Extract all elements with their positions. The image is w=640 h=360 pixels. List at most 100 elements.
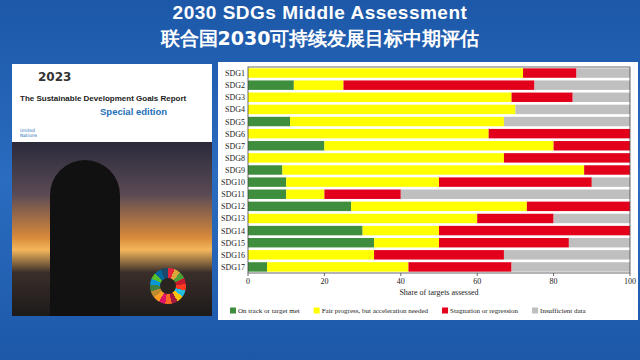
category-label: SDG12	[221, 202, 245, 211]
category-label: SDG16	[221, 251, 245, 260]
slide-title: 2030 SDGs Middle Assessment	[0, 2, 640, 24]
x-tick	[248, 273, 249, 276]
x-tick-label: 40	[397, 277, 405, 286]
legend-label: Insufficient data	[540, 307, 586, 315]
category-label: SDG3	[225, 93, 245, 102]
category-label: SDG4	[225, 105, 245, 114]
bar-segment	[282, 165, 584, 174]
bar-segment	[523, 68, 576, 77]
category-label: SDG8	[225, 154, 245, 163]
bar-segment	[324, 141, 553, 150]
category-label: SDG6	[225, 130, 245, 139]
bars	[248, 68, 630, 271]
slide-subtitle: 联合国2030可持续发展目标中期评估	[0, 26, 640, 52]
category-label: SDG13	[221, 214, 245, 223]
x-tick-label: 80	[550, 277, 558, 286]
category-label: SDG5	[225, 118, 245, 127]
category-label: SDG14	[221, 227, 245, 236]
report-cover: 2023 The Sustainable Development Goals R…	[12, 64, 212, 316]
bar-segment	[363, 226, 439, 235]
bar-segment	[248, 190, 286, 199]
x-tick-label: 100	[624, 277, 636, 286]
bar-segment	[248, 129, 489, 138]
legend-label: Fair progress, but acceleration needed	[322, 307, 429, 315]
bar-segment	[535, 80, 631, 89]
bar-segment	[248, 202, 351, 211]
x-tick	[324, 273, 325, 276]
bar-segment	[527, 202, 630, 211]
bar-segment	[248, 93, 512, 102]
x-tick-label: 20	[320, 277, 328, 286]
cover-title: The Sustainable Development Goals Report	[20, 94, 186, 103]
bar-segment	[512, 262, 630, 271]
legend-label: On track or target met	[238, 307, 300, 315]
legend-swatch	[532, 308, 538, 314]
x-tick	[553, 273, 554, 276]
chart: SDG1 SDG2 SDG3 SDG4 SDG5 SDG6 SDG7 SDG8 SDG9 SDG1…	[0, 0, 640, 360]
legend-label: Stagnation or regression	[450, 307, 519, 315]
bar-segment	[248, 141, 324, 150]
bar-segment	[554, 214, 630, 223]
bar-segment	[248, 105, 515, 114]
x-tick-label: 0	[246, 277, 250, 286]
bar-segment	[374, 238, 439, 247]
bar-segment	[489, 129, 630, 138]
bar-segment	[248, 165, 282, 174]
x-axis-title: Share of targets assessed	[399, 288, 478, 297]
plot-frame	[248, 67, 630, 273]
legend-swatch	[442, 308, 448, 314]
cover-year: 2023	[38, 70, 71, 84]
bar-segment	[408, 262, 511, 271]
bar-segment	[248, 226, 363, 235]
category-label: SDG1	[225, 69, 245, 78]
category-label: SDG15	[221, 239, 245, 248]
bar-segment	[504, 250, 630, 259]
category-label: SDG10	[221, 178, 245, 187]
bar-segment	[248, 117, 290, 126]
bar-segment	[344, 80, 535, 89]
bar-segment	[584, 165, 630, 174]
bar-segment	[248, 177, 286, 186]
x-tick	[630, 273, 631, 276]
x-tick-label: 60	[473, 277, 481, 286]
chart-panel	[218, 62, 638, 320]
category-label: SDG17	[221, 263, 245, 272]
bar-segment	[569, 238, 630, 247]
x-tick	[477, 273, 478, 276]
bar-segment	[286, 177, 439, 186]
bar-segment	[324, 190, 400, 199]
bar-segment	[286, 190, 324, 199]
bar-segment	[573, 93, 630, 102]
category-label: SDG7	[225, 142, 245, 151]
bar-segment	[290, 117, 504, 126]
bar-segment	[512, 93, 573, 102]
bar-segment	[248, 68, 523, 77]
legend-swatch	[314, 308, 320, 314]
bar-segment	[592, 177, 630, 186]
bar-segment	[504, 153, 630, 162]
sdg-wheel-hole	[160, 278, 176, 294]
category-label: SDG9	[225, 166, 245, 175]
legend-swatch	[230, 308, 236, 314]
bar-segment	[577, 68, 630, 77]
bar-segment	[504, 117, 630, 126]
x-tick	[400, 273, 401, 276]
bar-segment	[554, 141, 630, 150]
bar-segment	[267, 262, 408, 271]
cover-org: United Nations	[20, 128, 50, 138]
cover-figure	[50, 160, 120, 316]
bar-segment	[439, 226, 630, 235]
bar-segment	[248, 262, 267, 271]
bar-segment	[248, 214, 477, 223]
bar-segment	[374, 250, 504, 259]
bar-segment	[351, 202, 527, 211]
cover-edition: Special edition	[100, 106, 167, 117]
bar-segment	[294, 80, 344, 89]
bar-segment	[248, 250, 374, 259]
bar-segment	[248, 80, 294, 89]
bar-segment	[248, 153, 504, 162]
category-label: SDG11	[221, 190, 245, 199]
bar-segment	[439, 177, 592, 186]
category-label: SDG2	[225, 81, 245, 90]
bar-segment	[401, 190, 630, 199]
